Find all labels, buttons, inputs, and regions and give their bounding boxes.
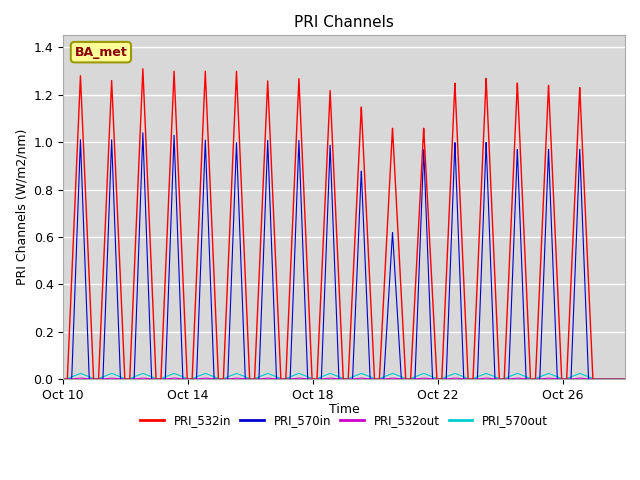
PRI_532in	[621, 376, 629, 382]
Line: PRI_532out: PRI_532out	[63, 378, 625, 379]
PRI_532out	[60, 376, 67, 382]
PRI_532in	[210, 262, 218, 268]
PRI_532out	[621, 376, 629, 382]
X-axis label: Time: Time	[329, 403, 360, 416]
PRI_532in	[612, 376, 620, 382]
PRI_532out	[612, 376, 620, 382]
PRI_570out	[210, 374, 218, 380]
PRI_570out	[60, 376, 67, 382]
PRI_570in	[412, 372, 419, 378]
PRI_532out	[412, 376, 419, 382]
PRI_532in	[60, 376, 67, 382]
PRI_570out	[92, 376, 99, 382]
PRI_532out	[403, 376, 411, 382]
PRI_532out	[92, 376, 99, 382]
PRI_570in	[621, 376, 629, 382]
PRI_570out	[77, 371, 84, 376]
PRI_570in	[60, 376, 67, 382]
PRI_532in	[503, 322, 511, 327]
Y-axis label: PRI Channels (W/m2/nm): PRI Channels (W/m2/nm)	[15, 129, 28, 286]
PRI_570out	[621, 376, 629, 382]
PRI_532in	[139, 66, 147, 72]
Legend: PRI_532in, PRI_570in, PRI_532out, PRI_570out: PRI_532in, PRI_570in, PRI_532out, PRI_57…	[136, 409, 552, 432]
PRI_532in	[412, 289, 419, 295]
PRI_570in	[139, 130, 147, 136]
Line: PRI_570out: PRI_570out	[63, 373, 625, 379]
PRI_532out	[503, 376, 511, 382]
PRI_570out	[612, 376, 620, 382]
PRI_570out	[403, 376, 411, 382]
PRI_570out	[503, 375, 511, 381]
Line: PRI_532in: PRI_532in	[63, 69, 625, 379]
Line: PRI_570in: PRI_570in	[63, 133, 625, 379]
PRI_532out	[77, 375, 84, 381]
PRI_532in	[92, 376, 99, 382]
Title: PRI Channels: PRI Channels	[294, 15, 394, 30]
PRI_570in	[92, 376, 99, 382]
PRI_570in	[210, 363, 218, 369]
PRI_532out	[210, 376, 218, 382]
PRI_570out	[412, 374, 419, 380]
PRI_570in	[403, 376, 411, 382]
PRI_570in	[612, 376, 620, 382]
Text: BA_met: BA_met	[74, 46, 127, 59]
PRI_570in	[503, 376, 511, 382]
PRI_532in	[403, 376, 411, 382]
